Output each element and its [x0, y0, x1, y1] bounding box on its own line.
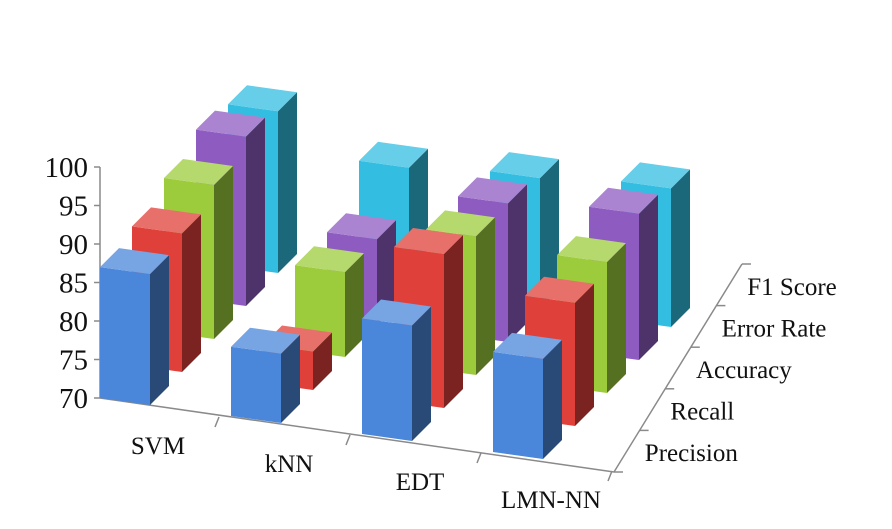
bar-side-face [278, 92, 297, 273]
category-label: LMN-NN [501, 487, 601, 514]
bar-top-face [196, 110, 265, 137]
bar-side-face [508, 184, 527, 342]
bar-top-face [362, 299, 431, 326]
bar-top-face [164, 159, 233, 185]
category-tick-mark [345, 434, 351, 446]
y-tick-label: 70 [59, 383, 88, 415]
bar-side-face [671, 169, 690, 327]
bar-precision-edt [362, 299, 431, 441]
y-tick-label: 100 [45, 152, 89, 184]
bar-side-face [639, 194, 658, 360]
labels-layer: 70 75 80 85 90 95 100 SVM kNN EDT LMN-NN Precision R… [45, 152, 837, 514]
bar-side-face [377, 220, 396, 324]
y-tick-label: 75 [59, 345, 88, 377]
bar-top-face [490, 152, 559, 179]
bar-top-face [621, 162, 690, 189]
series-axis-line [613, 263, 743, 473]
bar-side-face [607, 243, 626, 393]
bar-side-face [150, 255, 169, 405]
series-label: F1 Score [747, 274, 837, 301]
bar-precision-lmn-nn [493, 332, 562, 459]
bar-top-face [426, 210, 495, 237]
category-axis-line [99, 397, 615, 473]
bar-side-face [444, 235, 463, 408]
bar-top-face [359, 141, 428, 168]
category-tick-mark [607, 470, 613, 482]
bar-top-face [525, 276, 594, 303]
axes-layer [94, 166, 751, 482]
series-label: Precision [645, 440, 739, 467]
bar-top-face [228, 85, 297, 112]
y-tick-label: 90 [59, 229, 88, 261]
bar-side-face [246, 117, 265, 306]
bar-side-face [313, 332, 332, 390]
bar-front-face [231, 346, 281, 423]
bar-top-face [589, 187, 658, 214]
bar-side-face [476, 217, 495, 375]
bar-top-face [557, 236, 626, 263]
bar-precision-svm [100, 248, 169, 405]
bar-side-face [412, 306, 431, 441]
bar-side-face [345, 253, 364, 357]
bar-top-face [394, 228, 463, 254]
series-label: Recall [670, 399, 734, 426]
bar-side-face [540, 159, 559, 309]
category-tick-mark [214, 416, 220, 428]
bar-top-face [132, 207, 201, 234]
bar-top-face [458, 177, 527, 204]
bar-top-face [231, 327, 300, 354]
bar-side-face [575, 283, 594, 426]
bar-side-face [543, 339, 562, 459]
series-label: Error Rate [722, 315, 827, 342]
bar-side-face [214, 166, 233, 339]
bar-precision-knn [231, 327, 300, 423]
category-label: kNN [265, 451, 314, 478]
y-tick-label: 95 [59, 191, 88, 223]
bar-front-face [100, 267, 150, 405]
category-tick-mark [476, 452, 482, 464]
category-label: EDT [396, 469, 445, 496]
bar-side-face [182, 214, 201, 372]
bar-top-face [295, 246, 364, 273]
y-tick-label: 80 [59, 306, 88, 338]
series-label: Accuracy [696, 357, 792, 384]
bars-layer [100, 85, 690, 459]
bar-front-face [493, 351, 543, 459]
y-tick-label: 85 [59, 268, 88, 300]
bar-side-face [281, 334, 300, 423]
category-label: SVM [131, 433, 185, 460]
bar-top-face [327, 213, 396, 240]
bar-top-face [493, 332, 562, 359]
bar-top-face [100, 248, 169, 275]
bar-front-face [362, 318, 412, 441]
